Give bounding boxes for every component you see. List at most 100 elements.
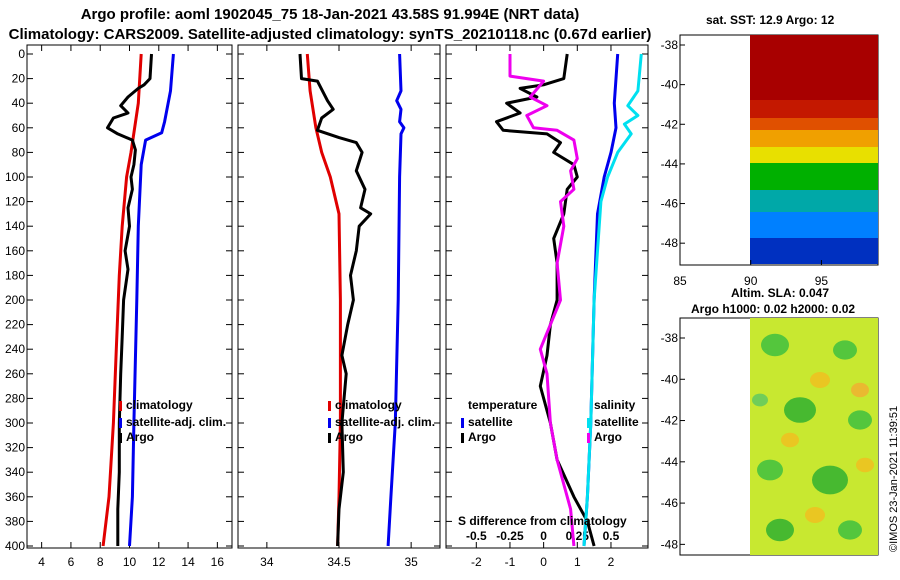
sst-band [750, 238, 878, 264]
x-tick-label: 16 [211, 555, 225, 569]
y-tick-label: 340 [5, 465, 25, 479]
lat-tick-label: -46 [661, 496, 679, 510]
x-tick-label: 12 [152, 555, 166, 569]
panel-frame [26, 44, 233, 549]
legend-heading: salinity [594, 398, 636, 412]
x-tick-label: 14 [181, 555, 195, 569]
y-tick-label: 240 [5, 342, 25, 356]
series-line [305, 53, 342, 547]
series-line [298, 53, 373, 547]
sub-axis-label: S difference from climatology [458, 514, 627, 528]
legend-text: satellite [594, 415, 639, 429]
salinity-panel: 34 34.5 35 [237, 44, 441, 569]
series-line [582, 53, 643, 547]
y-tick-label: 300 [5, 416, 25, 430]
sla-blob [856, 457, 874, 473]
sla-blob [766, 518, 794, 542]
lat-tick-label: -40 [661, 372, 679, 386]
legend-text: climatology [126, 398, 193, 412]
series-line [508, 54, 579, 547]
legend-text: Argo [335, 430, 363, 444]
sla-blob [805, 507, 825, 523]
y-tick-label: 140 [5, 219, 25, 233]
lat-tick-label: -44 [661, 455, 679, 469]
x-tick-label: 10 [123, 555, 137, 569]
lat-tick-label: -48 [661, 537, 679, 551]
credit-text: ©IMOS 23-Jan-2021 11:39:51 [888, 405, 900, 552]
sla-blob [784, 397, 816, 423]
y-tick-label: 100 [5, 170, 25, 184]
sla-blob [752, 393, 768, 407]
sla-blob [757, 459, 783, 481]
temperature-panel: 0 20 40 60 80 100 120 140 160 180 200 220 240 260 280 3… [5, 44, 233, 569]
lat-tick-label: -38 [661, 38, 679, 52]
lat-tick-label: -44 [661, 157, 679, 171]
difference-panel: -2 -1 0 1 2-0.5 -0.25 0 0.25 0.5 [445, 44, 649, 569]
legend-text: Argo [468, 430, 496, 444]
series-line [495, 53, 596, 547]
sst-band [750, 147, 878, 163]
legend-text: satellite-adj. clim. [126, 415, 226, 429]
series-line [386, 53, 406, 547]
sla-blob [851, 382, 869, 398]
y-tick-label: 60 [12, 121, 26, 135]
x-tick-label: 8 [97, 555, 104, 569]
legend-marker [587, 433, 590, 443]
legend-marker [119, 401, 122, 411]
sst-band [750, 212, 878, 238]
panel-frame [445, 44, 649, 549]
y-tick-label: 200 [5, 293, 25, 307]
legend-text: satellite-adj. clim. [335, 415, 435, 429]
lat-tick-label: -46 [661, 197, 679, 211]
sst-band [750, 100, 878, 118]
temperature-legend: climatology satellite-adj. clim. Argo [126, 398, 226, 444]
x-tick-label: 34.5 [327, 555, 351, 569]
y-tick-label: 360 [5, 490, 25, 504]
legend-heading: temperature [468, 398, 538, 412]
sst-band [750, 118, 878, 130]
lat-tick-label: -42 [661, 117, 679, 131]
y-tick-label: 260 [5, 367, 25, 381]
sst-band [750, 190, 878, 212]
legend-marker [119, 418, 122, 428]
y-tick-label: 80 [12, 145, 26, 159]
x-tick-label: 2 [608, 555, 615, 569]
sla-blob [810, 372, 830, 388]
sub-x-tick-label: 0 [540, 529, 547, 543]
sla-blob [833, 340, 857, 360]
y-tick-label: 120 [5, 195, 25, 209]
legend-marker [328, 401, 331, 411]
legend-text: satellite [468, 415, 513, 429]
sla-blob [761, 333, 789, 357]
sub-x-tick-label: -0.5 [466, 529, 487, 543]
sla-blob [848, 410, 872, 430]
x-tick-label: -2 [471, 555, 482, 569]
x-tick-label: 4 [38, 555, 45, 569]
y-tick-label: 380 [5, 514, 25, 528]
x-tick-label: -1 [505, 555, 516, 569]
y-tick-label: 220 [5, 318, 25, 332]
x-tick-label: 34 [260, 555, 274, 569]
y-tick-label: 400 [5, 539, 25, 553]
sla-map-title-1: Altim. SLA: 0.047 [731, 286, 830, 300]
lon-tick-label: 95 [815, 274, 829, 288]
legend-text: Argo [126, 430, 154, 444]
legend-marker [328, 418, 331, 428]
legend-marker [587, 418, 590, 428]
sla-map-title-2: Argo h1000: 0.02 h2000: 0.02 [691, 302, 856, 316]
x-tick-label: 1 [574, 555, 581, 569]
lon-tick-label: 90 [744, 274, 758, 288]
y-tick-label: 320 [5, 441, 25, 455]
sst-band [750, 163, 878, 190]
sla-blob [781, 432, 799, 448]
series-line [106, 53, 153, 546]
legend-text: Argo [594, 430, 622, 444]
sla-blob [838, 520, 862, 540]
lat-tick-label: -38 [661, 331, 679, 345]
salinity-legend: climatology satellite-adj. clim. Argo [335, 398, 435, 444]
sla-map: -38 -40 -42 -44 -46 -48 [661, 317, 879, 556]
legend-marker [328, 433, 331, 443]
difference-legend: temperature satellite Argo salinity sate… [458, 398, 639, 528]
sst-band [750, 35, 878, 100]
